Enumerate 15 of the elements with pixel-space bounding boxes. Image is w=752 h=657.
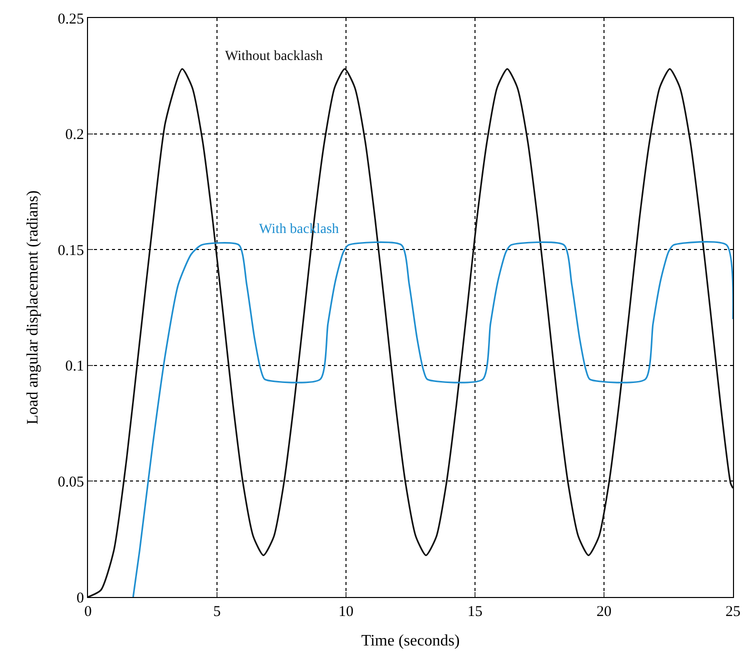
- y-tick-label: 0.2: [65, 127, 84, 144]
- x-tick-label: 10: [338, 604, 354, 620]
- x-tick-label: 5: [213, 604, 221, 620]
- x-tick-label: 20: [596, 604, 612, 620]
- y-tick-label: 0.05: [58, 474, 84, 490]
- x-tick-label: 15: [468, 604, 482, 620]
- y-axis-title: Load angular displacement (radians): [24, 190, 42, 425]
- y-tick-label: 0.25: [58, 11, 84, 28]
- y-tick-label: 0.1: [65, 358, 84, 375]
- y-tick-label: 0.15: [58, 242, 84, 259]
- line-series: [88, 68, 733, 597]
- x-axis-title: Time (seconds): [361, 632, 460, 650]
- series-label: Without backlash: [225, 49, 323, 64]
- x-tick-label: 25: [726, 604, 740, 620]
- y-tick-label: 0: [76, 590, 84, 606]
